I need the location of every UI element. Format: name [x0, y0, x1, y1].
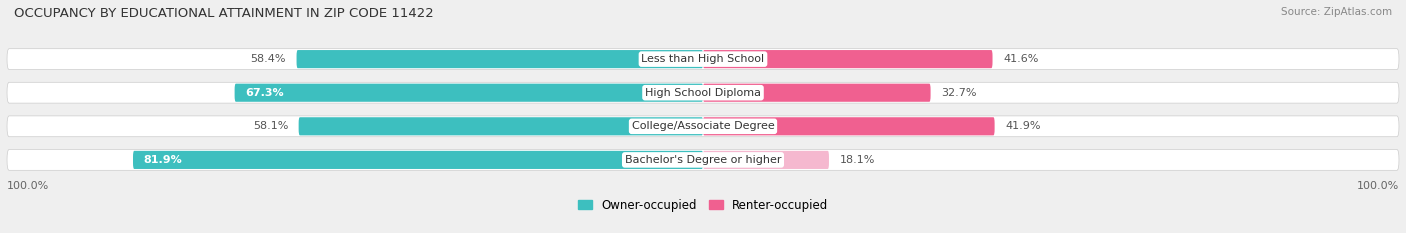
Text: 32.7%: 32.7% [941, 88, 977, 98]
FancyBboxPatch shape [7, 49, 1399, 69]
Text: 58.1%: 58.1% [253, 121, 288, 131]
Text: 18.1%: 18.1% [839, 155, 875, 165]
Text: Bachelor's Degree or higher: Bachelor's Degree or higher [624, 155, 782, 165]
FancyBboxPatch shape [7, 150, 1399, 170]
Text: 67.3%: 67.3% [245, 88, 284, 98]
Text: OCCUPANCY BY EDUCATIONAL ATTAINMENT IN ZIP CODE 11422: OCCUPANCY BY EDUCATIONAL ATTAINMENT IN Z… [14, 7, 434, 20]
Text: Source: ZipAtlas.com: Source: ZipAtlas.com [1281, 7, 1392, 17]
Text: 41.6%: 41.6% [1002, 54, 1039, 64]
Text: Less than High School: Less than High School [641, 54, 765, 64]
Text: 100.0%: 100.0% [1357, 181, 1399, 191]
FancyBboxPatch shape [134, 151, 703, 169]
FancyBboxPatch shape [7, 82, 1399, 103]
Text: 58.4%: 58.4% [250, 54, 285, 64]
FancyBboxPatch shape [235, 84, 703, 102]
Text: College/Associate Degree: College/Associate Degree [631, 121, 775, 131]
Text: 41.9%: 41.9% [1005, 121, 1040, 131]
Text: 100.0%: 100.0% [7, 181, 49, 191]
FancyBboxPatch shape [703, 151, 830, 169]
FancyBboxPatch shape [703, 84, 931, 102]
FancyBboxPatch shape [703, 117, 994, 135]
Text: High School Diploma: High School Diploma [645, 88, 761, 98]
Text: 81.9%: 81.9% [143, 155, 183, 165]
Legend: Owner-occupied, Renter-occupied: Owner-occupied, Renter-occupied [572, 194, 834, 216]
FancyBboxPatch shape [298, 117, 703, 135]
FancyBboxPatch shape [297, 50, 703, 68]
FancyBboxPatch shape [7, 116, 1399, 137]
FancyBboxPatch shape [703, 50, 993, 68]
